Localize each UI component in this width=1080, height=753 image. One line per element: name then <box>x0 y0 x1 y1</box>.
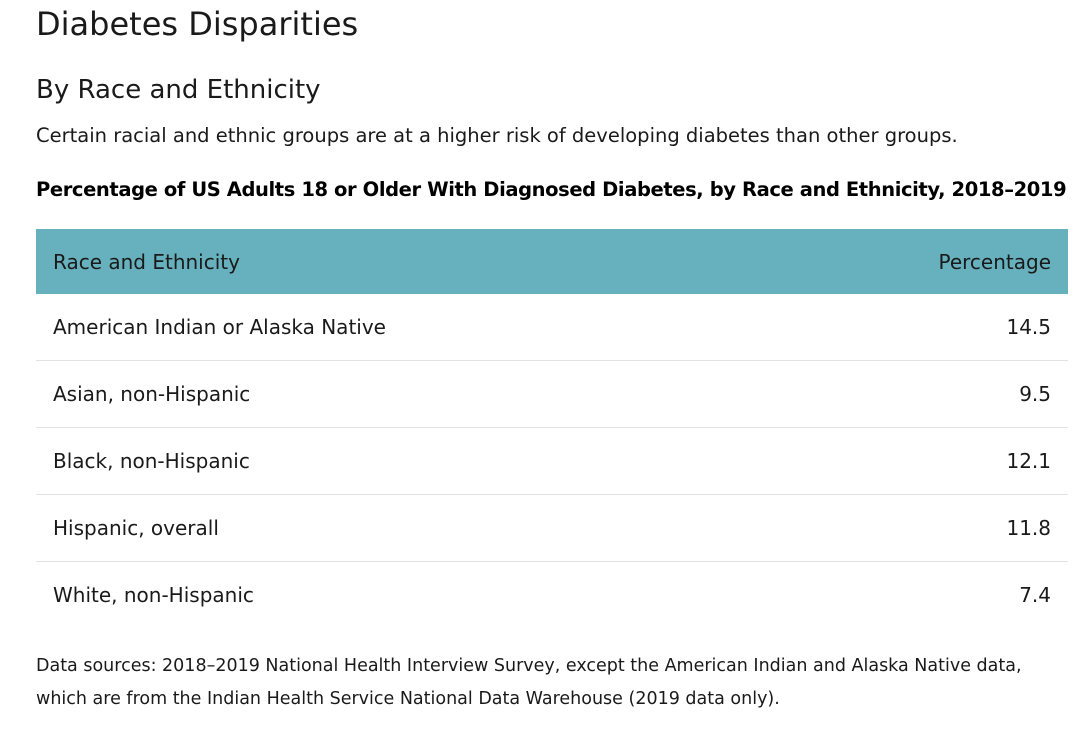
percentage-cell: 7.4 <box>1019 583 1051 607</box>
table-row: Hispanic, overall 11.8 <box>36 494 1068 562</box>
race-ethnicity-cell: Hispanic, overall <box>36 494 774 562</box>
page-title: Diabetes Disparities <box>36 5 359 43</box>
column-header-percentage: Percentage <box>938 249 1051 274</box>
intro-text: Certain racial and ethnic groups are at … <box>36 124 958 147</box>
table-row: Asian, non-Hispanic 9.5 <box>36 360 1068 428</box>
table-caption: Percentage of US Adults 18 or Older With… <box>36 178 1067 201</box>
percentage-cell: 12.1 <box>773 427 1068 495</box>
header-row: Race and Ethnicity Percentage <box>36 229 1068 294</box>
race-ethnicity-cell: White, non-Hispanic <box>53 583 254 607</box>
data-sources-note: Data sources: 2018–2019 National Health … <box>36 656 1022 709</box>
table-row: White, non-Hispanic 7.4 <box>36 562 1068 629</box>
table-row: Black, non-Hispanic 12.1 <box>36 427 1068 495</box>
race-ethnicity-cell: Black, non-Hispanic <box>36 427 774 495</box>
column-header-race-ethnicity: Race and Ethnicity <box>53 249 240 274</box>
percentage-cell: 9.5 <box>773 360 1068 428</box>
race-ethnicity-cell: Asian, non-Hispanic <box>36 360 774 428</box>
percentage-cell: 11.8 <box>773 494 1068 562</box>
table-row: American Indian or Alaska Native 14.5 <box>36 294 1068 361</box>
table-header: Race and Ethnicity Percentage <box>36 229 1068 294</box>
percentage-cell: 14.5 <box>773 294 1068 361</box>
race-ethnicity-cell: American Indian or Alaska Native <box>36 294 774 361</box>
diabetes-table: Race and Ethnicity Percentage American I… <box>36 229 1068 628</box>
table-body: American Indian or Alaska Native 14.5 As… <box>36 294 1068 628</box>
section-title: By Race and Ethnicity <box>36 75 321 105</box>
